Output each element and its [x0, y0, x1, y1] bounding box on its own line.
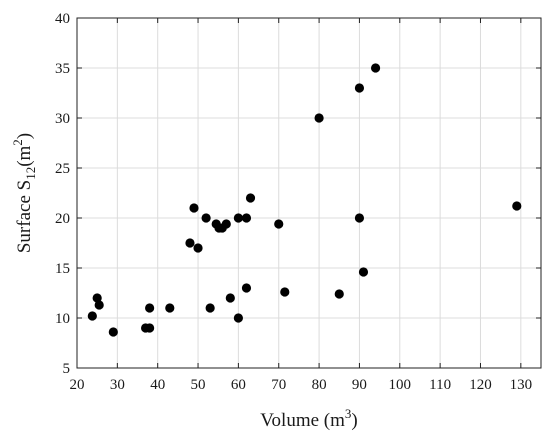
x-tick-label: 110 [429, 377, 451, 393]
data-point [233, 313, 243, 323]
data-point [241, 213, 252, 223]
data-point [354, 83, 365, 93]
data-point [201, 213, 211, 223]
data-point [354, 213, 365, 223]
grid [76, 17, 541, 369]
data-point [334, 289, 344, 299]
plot-frame [76, 17, 542, 369]
y-axis-title: Surface S12(m2) [10, 133, 38, 253]
data-point [189, 203, 199, 213]
y-tick-label: 40 [55, 11, 70, 27]
x-tick-label: 50 [191, 377, 206, 393]
data-point [165, 303, 175, 313]
data-point [108, 327, 118, 337]
data-point [94, 300, 104, 310]
data-point [233, 213, 243, 223]
x-tick-label: 30 [110, 377, 125, 393]
y-tick-label: 35 [55, 61, 70, 77]
x-axis-title: Volume (m3) [260, 406, 357, 431]
y-tick-label: 30 [55, 111, 70, 127]
data-point [145, 303, 155, 313]
data-point [358, 267, 369, 277]
x-tick-label: 130 [510, 377, 533, 393]
y-tick-label: 10 [55, 311, 70, 327]
data-point [314, 113, 324, 123]
data-point [193, 243, 203, 253]
x-tick-label: 90 [352, 377, 367, 393]
x-tick-label: 60 [231, 377, 246, 393]
x-tick-label: 100 [389, 377, 412, 393]
data-point [241, 283, 252, 293]
x-tick-label: 40 [150, 377, 165, 393]
data-point [274, 219, 284, 229]
data-point [370, 63, 381, 73]
data-point [225, 293, 235, 303]
x-tick-label: 20 [70, 377, 85, 393]
data-point [245, 193, 256, 203]
data-point [87, 311, 97, 321]
y-tick-label: 5 [63, 361, 71, 377]
data-point [512, 201, 522, 211]
axis-ticks: 20 30 40 50 60 70 80 90 100 110 120 130 5 10 15 20 25 30 3… [55, 11, 541, 393]
x-tick-label: 80 [312, 377, 327, 393]
x-tick-label: 120 [469, 377, 492, 393]
data-point [280, 287, 290, 297]
data-point [205, 303, 215, 313]
y-tick-label: 20 [55, 211, 70, 227]
data-point [92, 293, 102, 303]
y-tick-label: 15 [55, 261, 70, 277]
data-point [185, 238, 195, 248]
y-tick-label: 25 [55, 161, 70, 177]
data-point [221, 219, 231, 229]
data-points [87, 63, 522, 337]
data-point [145, 323, 155, 333]
x-tick-label: 70 [271, 377, 286, 393]
